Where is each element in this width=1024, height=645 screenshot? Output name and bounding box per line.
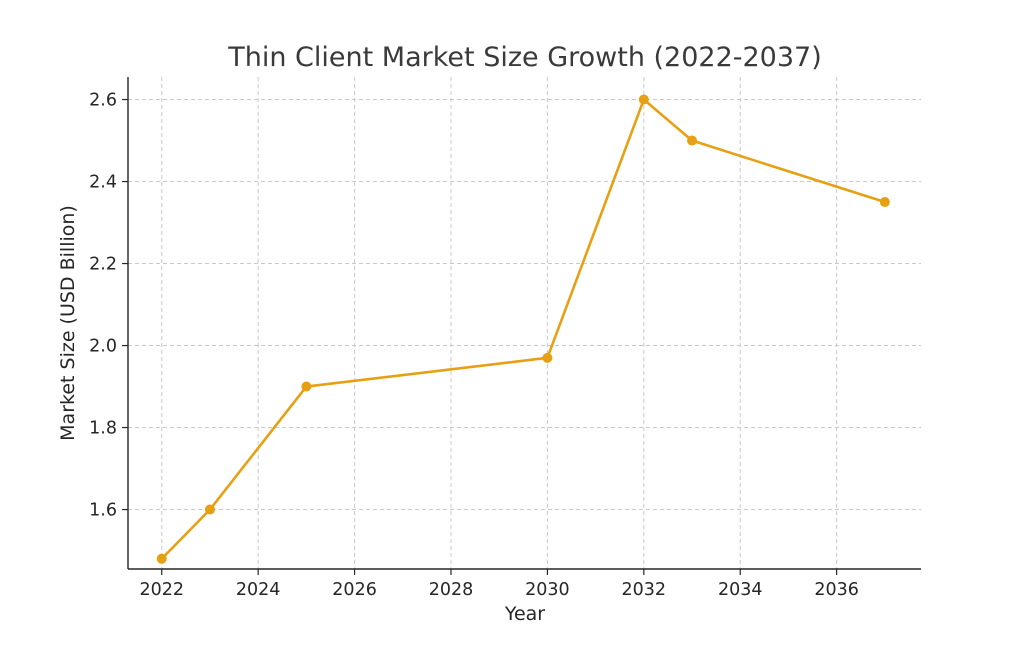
x-axis-label: Year	[504, 603, 545, 625]
data-point	[204, 504, 215, 515]
data-point	[301, 381, 312, 392]
grid	[128, 77, 921, 569]
series	[156, 94, 890, 564]
x-tick-label: 2022	[139, 580, 184, 600]
x-tick-label: 2034	[718, 580, 763, 600]
ticks: 2022 2024 2026 2028 2030 2032 2034 2036 1.6 1.8 2.…	[89, 91, 859, 600]
series-line	[160, 98, 886, 560]
x-tick-label: 2030	[525, 580, 570, 600]
y-tick-label: 2.2	[89, 255, 117, 275]
axes	[127, 77, 921, 570]
data-point	[638, 94, 649, 105]
y-tick-label: 1.6	[89, 501, 117, 521]
y-tick-label: 1.8	[89, 419, 117, 439]
y-tick-label: 2.6	[89, 91, 117, 111]
y-tick-label: 2.4	[89, 173, 117, 193]
data-point	[156, 553, 167, 564]
x-tick-label: 2026	[332, 580, 377, 600]
y-tick-label: 2.0	[89, 337, 117, 357]
x-tick-label: 2024	[236, 580, 281, 600]
data-point	[542, 352, 553, 363]
chart-title: Thin Client Market Size Growth (2022-203…	[227, 42, 822, 73]
y-axis-label: Market Size (USD Billion)	[57, 205, 79, 441]
data-point	[687, 135, 698, 146]
x-tick-label: 2028	[429, 580, 474, 600]
data-point	[879, 197, 890, 208]
x-tick-label: 2036	[814, 580, 859, 600]
x-tick-label: 2032	[622, 580, 667, 600]
